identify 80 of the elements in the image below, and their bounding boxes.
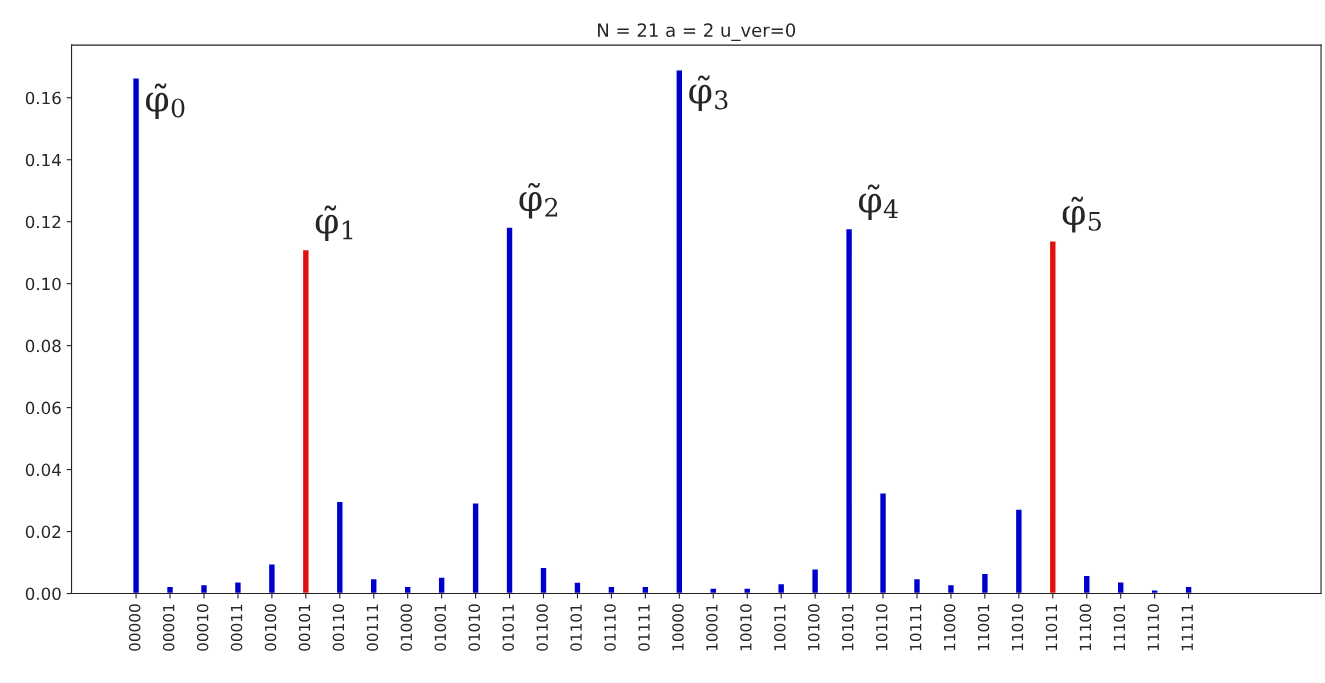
bar [369, 577, 378, 594]
x-tick-label: 01001 [434, 604, 447, 651]
x-tick-label: 11111 [1181, 604, 1193, 651]
x-tick-label: 11010 [1011, 604, 1024, 651]
bar [641, 585, 650, 594]
y-tick-label: 0.04 [25, 463, 61, 477]
annotation: φ̃$_{0}$ [145, 83, 185, 120]
x-tick-label: 11001 [977, 604, 990, 651]
bar [1014, 508, 1023, 594]
bar [403, 585, 412, 594]
x-tick-label: 11110 [1147, 604, 1160, 651]
bar [743, 587, 752, 594]
x-tick-label: 10101 [841, 604, 854, 651]
bar [165, 585, 175, 594]
bar [1184, 585, 1193, 594]
bar [844, 227, 854, 594]
annotation: φ̃$_{5}$ [1062, 196, 1101, 233]
x-tick-label: 00111 [366, 604, 379, 651]
y-tick-label: 0.14 [25, 153, 61, 167]
x-tick-label: 01011 [502, 604, 514, 651]
x-tick-label: 00000 [128, 604, 141, 651]
chart-title: N = 21 a = 2 u_ver=0 [598, 23, 796, 41]
annotation: φ̃$_{1}$ [315, 205, 353, 242]
bar [199, 583, 209, 594]
bar [912, 577, 922, 594]
y-tick-label: 0.10 [25, 277, 61, 291]
x-tick-label: 01000 [400, 604, 413, 651]
bar [573, 581, 582, 594]
bar [131, 77, 141, 594]
y-tick-label: 0.00 [25, 587, 61, 601]
bar [1048, 240, 1057, 594]
y-tick-label: 0.12 [25, 215, 61, 229]
bar [233, 581, 243, 594]
x-tick-label: 00101 [298, 604, 311, 651]
bar [505, 226, 514, 594]
bar [471, 502, 480, 594]
bar [709, 587, 718, 594]
x-tick-label: 10110 [875, 604, 888, 651]
x-tick-label: 00010 [196, 604, 209, 651]
bar [1150, 589, 1159, 594]
x-tick-label: 11101 [1113, 604, 1126, 651]
bar [539, 566, 548, 594]
x-tick-label: 11000 [943, 604, 956, 651]
annotation: φ̃$_{2}$ [519, 182, 558, 219]
y-tick-label: 0.06 [25, 401, 61, 415]
bar [811, 568, 820, 594]
x-tick-label: 00100 [264, 604, 277, 651]
x-tick-label: 00001 [162, 604, 175, 651]
x-tick-label: 00011 [230, 604, 243, 651]
bar [878, 492, 888, 594]
x-tick-label: 01111 [638, 604, 650, 651]
x-tick-label: 10100 [808, 604, 820, 651]
x-tick-label: 10011 [774, 604, 786, 651]
bar [777, 582, 786, 594]
x-tick-label: 01010 [468, 604, 481, 651]
x-tick-label: 10010 [740, 604, 752, 651]
bar [301, 248, 310, 594]
bar [437, 576, 446, 594]
x-tick-label: 10001 [706, 604, 718, 651]
bar [607, 585, 616, 594]
bar [335, 500, 344, 594]
x-tick-label: 01100 [536, 604, 548, 651]
x-tick-label: 01110 [604, 604, 616, 651]
y-tick-label: 0.08 [25, 339, 61, 353]
x-tick-label: 10111 [909, 604, 922, 651]
bar [946, 583, 956, 594]
y-tick-label: 0.02 [25, 525, 61, 539]
x-tick-label: 11011 [1045, 604, 1058, 651]
x-tick-label: 00110 [332, 604, 345, 651]
bar [675, 69, 684, 594]
bar [267, 563, 276, 594]
bar [1082, 574, 1091, 594]
x-tick-label: 10000 [672, 604, 684, 651]
x-tick-label: 11100 [1079, 604, 1092, 651]
bar [1116, 581, 1125, 594]
y-tick-label: 0.16 [25, 91, 61, 105]
bar [980, 572, 989, 594]
annotation: φ̃$_{4}$ [859, 184, 898, 220]
annotation: φ̃$_{3}$ [689, 75, 728, 111]
x-tick-label: 01101 [570, 604, 582, 651]
